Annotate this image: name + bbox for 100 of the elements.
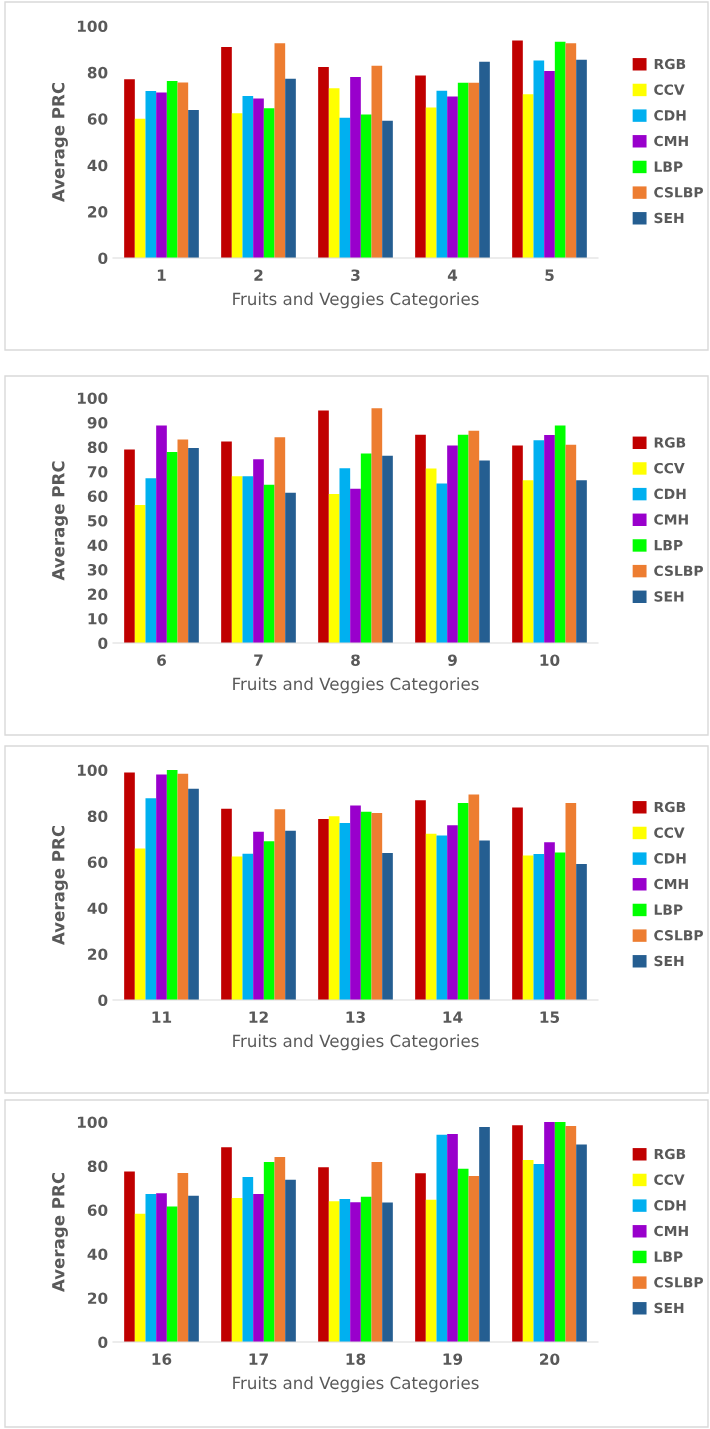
bar: [274, 809, 286, 1000]
bar: [156, 425, 167, 643]
bar: [134, 1213, 146, 1342]
bar: [360, 114, 372, 258]
x-tick-label: 9: [447, 654, 457, 666]
bar: [285, 830, 296, 1000]
bar: [360, 453, 372, 643]
bar: [554, 425, 566, 643]
bar: [221, 808, 232, 1000]
y-axis-title: Average PRC: [51, 461, 68, 581]
y-tick-label: 100: [77, 392, 108, 405]
y-tick-label: 50: [88, 514, 108, 527]
bar: [350, 77, 361, 258]
bar: [576, 480, 587, 643]
bar: [177, 82, 189, 258]
bar: [145, 1193, 157, 1342]
bar: [522, 855, 534, 1000]
x-tick-label: 6: [157, 654, 166, 666]
bar: [554, 1122, 566, 1342]
bar: [522, 1160, 534, 1342]
bar: [166, 80, 178, 258]
x-tick-label: 3: [351, 269, 360, 281]
legend-label: CSLBP: [654, 565, 703, 577]
bar: [328, 88, 340, 258]
bar: [436, 835, 448, 1000]
legend-label: RGB: [654, 437, 686, 448]
y-tick-label: 60: [87, 1204, 108, 1217]
bar: [188, 1195, 199, 1342]
bar: [382, 455, 393, 643]
bar: [479, 460, 490, 643]
legend-label: CMH: [654, 878, 688, 890]
legend-label: RGB: [654, 801, 686, 813]
bar: [512, 1125, 523, 1342]
bar: [253, 831, 264, 1000]
bar: [177, 773, 189, 1000]
legend-label: LBP: [654, 1251, 683, 1262]
legend-label: CMH: [654, 135, 688, 147]
bar: [415, 75, 426, 258]
y-tick-label: 90: [87, 416, 108, 429]
legend-label: CSLBP: [654, 1277, 703, 1288]
y-tick-label: 60: [87, 490, 108, 503]
legend-label: SEH: [654, 1302, 684, 1314]
bar: [166, 770, 178, 1000]
bar: [436, 483, 448, 643]
bar: [328, 1201, 340, 1342]
bar: [554, 41, 566, 258]
bar: [533, 1164, 545, 1342]
bar: [318, 818, 329, 1000]
legend-label: CDH: [654, 110, 686, 121]
bar: [371, 408, 383, 643]
legend-label: CDH: [654, 488, 686, 500]
bar: [360, 811, 372, 1000]
bar: [544, 71, 555, 258]
bar: [253, 98, 264, 258]
bar: [124, 772, 135, 1000]
y-tick-label: 0: [98, 252, 108, 265]
y-tick-label: 20: [88, 1292, 108, 1305]
legend-label: CMH: [654, 1225, 688, 1237]
y-tick-label: 10: [88, 612, 108, 625]
bar: [134, 118, 146, 258]
bar: [134, 848, 146, 1000]
bar: [576, 864, 587, 1000]
bar: [522, 94, 534, 258]
bar: [468, 794, 480, 1000]
x-tick-label: 10: [540, 654, 560, 666]
bar: [242, 96, 254, 258]
bar: [415, 434, 426, 643]
bar: [318, 1167, 329, 1342]
y-axis-title: Average PRC: [51, 1172, 68, 1293]
y-tick-label: 40: [87, 539, 108, 552]
y-tick-label: 40: [87, 902, 108, 915]
bar: [263, 841, 275, 1000]
bar: [457, 1168, 469, 1342]
y-tick-label: 0: [98, 1336, 108, 1349]
bar: [285, 492, 296, 643]
bar: [339, 468, 351, 643]
bar: [425, 1199, 437, 1342]
y-tick-label: 0: [98, 994, 108, 1007]
bar: [479, 840, 490, 1000]
legend-label: CCV: [654, 84, 685, 95]
bar: [231, 476, 243, 643]
bar: [371, 65, 383, 258]
x-tick-label: 19: [443, 1353, 463, 1365]
bar: [242, 1177, 254, 1342]
bar: [371, 813, 383, 1000]
bar: [522, 480, 534, 643]
bar: [436, 1134, 448, 1342]
x-tick-label: 16: [152, 1353, 172, 1365]
bar: [479, 1127, 490, 1342]
bar: [339, 117, 351, 258]
bar: [436, 90, 448, 258]
bar: [166, 1206, 178, 1342]
bar: [576, 59, 587, 258]
bar: [512, 445, 523, 643]
legend-label: RGB: [654, 58, 686, 70]
y-tick-label: 100: [77, 1116, 108, 1129]
legend-label: CSLBP: [654, 187, 703, 198]
bar: [253, 459, 264, 643]
bar: [468, 1176, 480, 1342]
y-tick-label: 80: [87, 1160, 108, 1173]
